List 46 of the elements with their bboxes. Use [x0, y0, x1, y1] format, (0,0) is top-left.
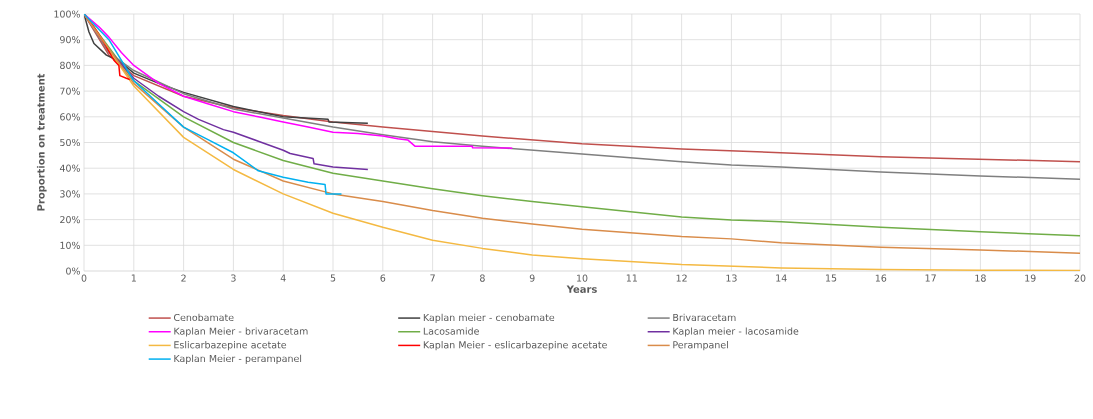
- x-tick-label: 13: [726, 274, 737, 282]
- x-tick-label: 11: [626, 274, 637, 282]
- x-tick-label: 4: [280, 274, 286, 282]
- legend-label: Cenobamate: [173, 313, 234, 322]
- y-axis-title: Proportion on treatment: [36, 73, 47, 211]
- x-tick-label: 19: [1025, 274, 1036, 282]
- legend-label: Kaplan meier - lacosamide: [673, 327, 799, 337]
- x-tick-label: 8: [480, 274, 485, 282]
- y-tick-label: 70%: [60, 87, 80, 95]
- y-tick-label: 10%: [60, 241, 80, 249]
- x-tick-label: 0: [81, 274, 87, 282]
- y-tick-label: 90%: [60, 36, 80, 44]
- legend-label: Brivaracetam: [673, 313, 736, 322]
- legend-label: Eslicarbazepine acetate: [174, 341, 287, 351]
- x-tick-label: 3: [231, 274, 236, 282]
- x-tick-label: 10: [577, 274, 588, 282]
- x-tick-label: 6: [380, 274, 386, 282]
- x-axis-title: Years: [566, 285, 597, 293]
- x-tick-label: 20: [1074, 274, 1086, 282]
- legend-label: Kaplan Meier - eslicarbazepine acetate: [423, 341, 607, 351]
- y-tick-label: 0%: [66, 267, 80, 275]
- x-tick-label: 7: [430, 274, 435, 282]
- x-tick-label: 12: [676, 274, 687, 282]
- x-tick-label: 15: [826, 274, 837, 282]
- x-tick-label: 16: [875, 274, 887, 282]
- line-series: [84, 14, 514, 149]
- y-tick-label: 20%: [60, 216, 80, 224]
- y-tick-label: 100%: [54, 10, 80, 18]
- y-tick-label: 30%: [60, 190, 80, 198]
- legend-label: Perampanel: [673, 341, 728, 351]
- line-series: [84, 14, 369, 124]
- legend-label: Kaplan meier - cenobamate: [423, 313, 555, 323]
- y-tick-label: 80%: [60, 61, 80, 69]
- legend-label: Lacosamide: [423, 327, 479, 335]
- x-tick-label: 17: [925, 274, 936, 282]
- x-tick-label: 1: [131, 274, 136, 282]
- x-tick-label: 2: [181, 274, 186, 282]
- x-tick-label: 18: [975, 274, 986, 282]
- legend-label: Kaplan Meier - perampanel: [174, 354, 302, 364]
- y-tick-label: 50%: [60, 138, 80, 147]
- legend-label: Kaplan Meier - brivaracetam: [174, 327, 308, 337]
- x-tick-label: 5: [330, 274, 336, 282]
- x-tick-label: 14: [776, 274, 787, 282]
- y-tick-label: 40%: [59, 164, 80, 172]
- y-tick-label: 60%: [60, 113, 80, 121]
- x-tick-label: 9: [529, 274, 535, 282]
